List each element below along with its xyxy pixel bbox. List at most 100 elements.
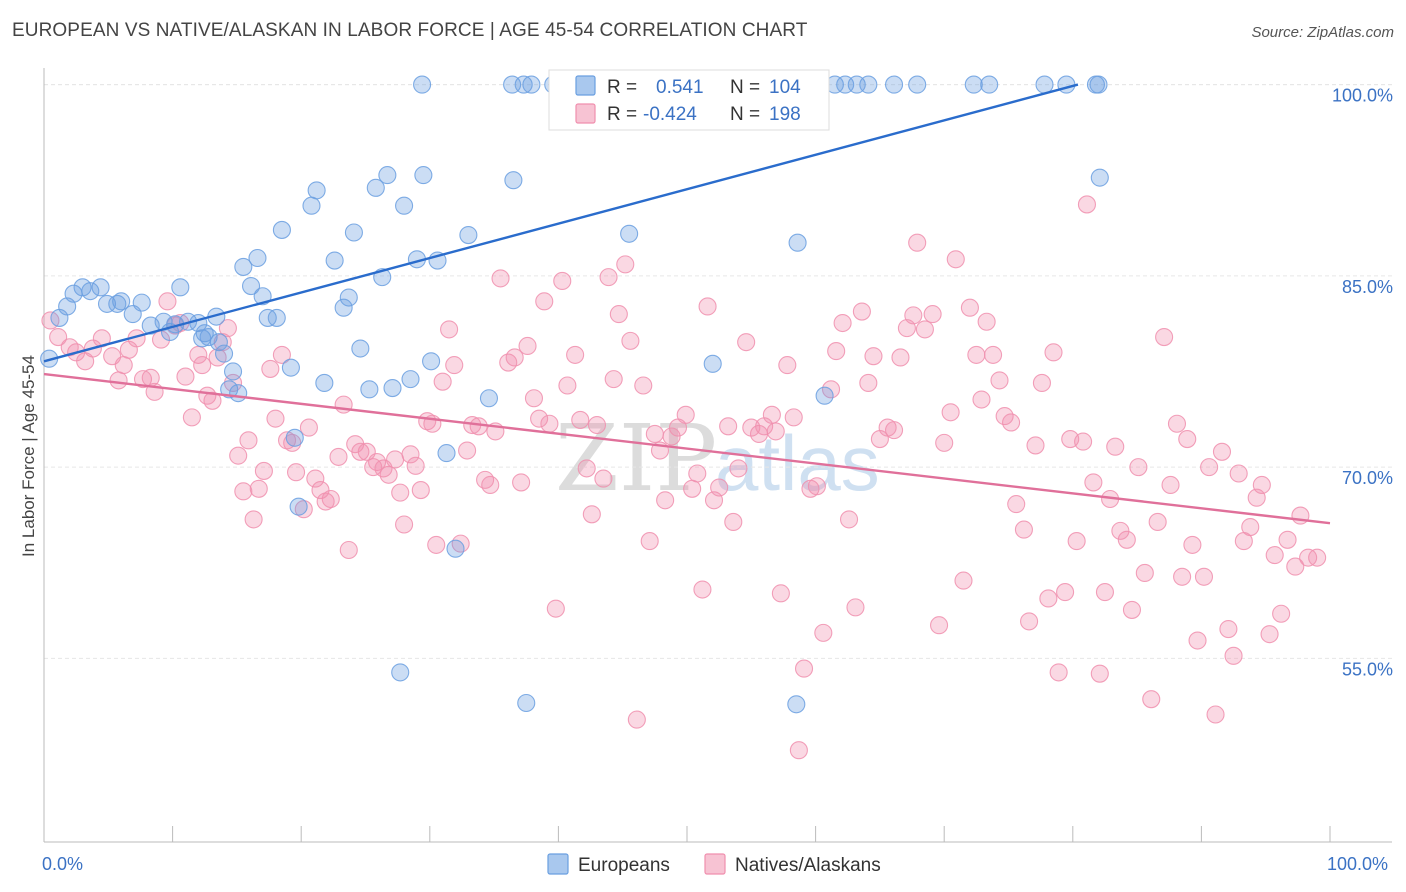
data-point: [1194, 567, 1214, 586]
data-point: [522, 75, 541, 94]
data-point: [827, 342, 846, 361]
data-point: [683, 479, 702, 498]
data-point: [395, 196, 414, 215]
data-point: [518, 336, 537, 356]
data-point: [1032, 373, 1051, 393]
trend-line-europeans: [43, 83, 1079, 363]
data-point: [582, 505, 601, 524]
watermark-atlas: atlas: [715, 419, 880, 507]
data-point: [244, 510, 263, 529]
data-point: [558, 376, 577, 395]
data-point: [378, 166, 397, 185]
data-point: [1020, 612, 1039, 631]
data-point: [859, 75, 878, 94]
data-point: [540, 414, 559, 433]
data-point: [676, 405, 695, 424]
data-point: [984, 345, 1003, 364]
data-point: [299, 418, 318, 437]
source-label: Source: ZipAtlas.com: [1251, 24, 1394, 41]
data-point: [821, 380, 841, 399]
data-point: [703, 354, 722, 373]
data-point: [241, 276, 261, 296]
data-point: [815, 386, 834, 405]
data-point: [771, 584, 790, 603]
data-point: [294, 500, 313, 519]
data-point: [234, 482, 253, 501]
data-point: [1129, 458, 1148, 477]
data-point: [334, 298, 353, 317]
data-point: [446, 539, 465, 558]
data-point: [321, 489, 340, 509]
data-point: [719, 417, 738, 436]
data-point: [223, 362, 243, 381]
data-point: [1039, 589, 1058, 608]
data-point: [1206, 705, 1225, 724]
data-point: [577, 459, 596, 478]
stats-swatch-natives: [575, 103, 596, 124]
data-point: [368, 452, 387, 472]
data-point: [566, 345, 585, 364]
data-point: [283, 433, 302, 452]
data-point: [272, 220, 291, 239]
data-point: [688, 464, 707, 483]
data-point: [904, 306, 923, 325]
data-point: [891, 348, 910, 367]
data-point: [1224, 646, 1243, 665]
data-point: [281, 358, 300, 377]
data-point: [411, 481, 430, 500]
data-point: [209, 333, 228, 352]
data-point: [193, 329, 212, 348]
data-point: [1183, 535, 1202, 554]
data-point: [766, 422, 785, 441]
data-point: [91, 278, 110, 297]
data-point: [1178, 430, 1197, 449]
data-point: [351, 339, 370, 358]
data-point: [1026, 436, 1045, 455]
data-point: [459, 225, 478, 245]
stats-n-value-europeans: 104: [769, 77, 801, 98]
data-point: [1188, 631, 1207, 650]
data-point: [964, 75, 983, 94]
data-point: [864, 347, 883, 366]
data-point: [546, 599, 565, 618]
data-point: [248, 248, 267, 268]
data-point: [1229, 464, 1248, 483]
data-point: [852, 302, 871, 321]
data-point: [339, 288, 358, 307]
data-point: [1167, 414, 1187, 433]
data-point: [762, 405, 781, 424]
data-point: [908, 75, 927, 94]
data-point: [306, 469, 325, 488]
data-point: [311, 481, 330, 500]
legend-swatch-europeans: [547, 853, 569, 875]
trend-lines: [43, 83, 1331, 525]
data-point: [213, 333, 232, 352]
data-point: [458, 441, 477, 460]
data-point: [254, 461, 273, 480]
data-point: [640, 532, 659, 551]
legend-label-natives: Natives/Alaskans: [735, 855, 881, 876]
stats-box-bg: [548, 69, 830, 131]
data-point: [1212, 442, 1232, 461]
data-point: [517, 693, 536, 713]
data-point: [1117, 530, 1136, 549]
data-point: [97, 294, 117, 313]
data-point: [621, 331, 640, 350]
data-point: [788, 233, 807, 252]
data-point: [285, 428, 304, 447]
data-point: [49, 328, 68, 347]
data-point: [391, 663, 410, 682]
data-point: [437, 444, 456, 463]
data-point: [710, 478, 729, 497]
data-point: [967, 345, 986, 364]
data-point: [220, 380, 239, 399]
data-point: [594, 469, 613, 488]
data-point: [1252, 475, 1271, 495]
data-point: [433, 372, 452, 391]
data-point: [839, 510, 859, 529]
data-point: [1035, 75, 1054, 94]
y-tick-label: 85.0%: [1342, 277, 1393, 297]
data-point: [132, 293, 151, 312]
data-point: [1044, 343, 1063, 362]
